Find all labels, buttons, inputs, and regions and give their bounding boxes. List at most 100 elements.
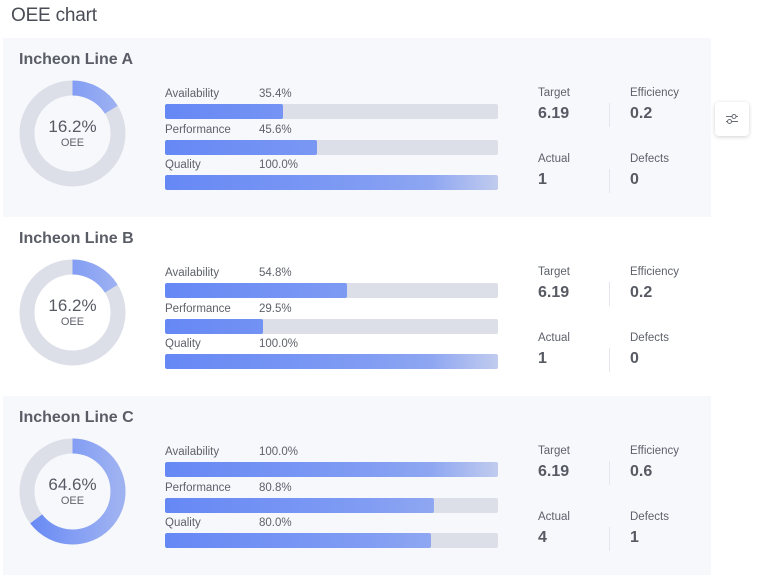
stat-label: Target bbox=[538, 445, 570, 457]
metric-performance: Performance 29.5% bbox=[165, 303, 498, 339]
metric-bars: Availability 54.8% Performance 29.5% Qua… bbox=[165, 267, 498, 374]
stat-actual: Actual 4 bbox=[538, 510, 618, 548]
oee-donut: 16.2% OEE bbox=[19, 80, 126, 187]
progress-fill bbox=[165, 318, 264, 334]
oee-donut-chart bbox=[19, 259, 126, 366]
stat-label: Actual bbox=[538, 153, 570, 165]
stat-efficiency: Efficiency 0.2 bbox=[630, 265, 710, 303]
progress-bar bbox=[165, 497, 498, 513]
metric-label: Availability bbox=[165, 267, 220, 279]
oee-value: 64.6% bbox=[48, 475, 97, 494]
metric-label: Quality bbox=[165, 517, 201, 529]
stat-value: 0 bbox=[630, 171, 639, 188]
oee-label: OEE bbox=[60, 495, 85, 507]
metric-performance: Performance 45.6% bbox=[165, 124, 498, 160]
metric-availability: Availability 35.4% bbox=[165, 88, 498, 124]
stat-label: Actual bbox=[538, 511, 570, 523]
stat-actual: Actual 1 bbox=[538, 331, 618, 369]
line-card: Incheon Line A 16.2% OEE Availability bbox=[3, 38, 711, 217]
progress-fill bbox=[165, 354, 498, 369]
line-title: Incheon Line B bbox=[19, 230, 134, 247]
line-stats: Target 6.19 Efficiency 0.2 Actual 1 Defe… bbox=[538, 265, 708, 375]
stat-target: Target 6.19 bbox=[538, 265, 618, 303]
metric-label: Quality bbox=[165, 338, 201, 350]
divider bbox=[609, 461, 610, 485]
oee-card-list: Incheon Line A 16.2% OEE Availability bbox=[3, 38, 711, 575]
stat-defects: Defects 0 bbox=[630, 152, 710, 190]
divider bbox=[609, 348, 610, 372]
progress-fill bbox=[165, 497, 435, 513]
line-title: Incheon Line A bbox=[19, 51, 134, 68]
stat-value: 4 bbox=[538, 529, 547, 546]
stat-label: Actual bbox=[538, 332, 570, 344]
progress-bar bbox=[165, 318, 498, 334]
metric-value: 35.4% bbox=[259, 88, 292, 100]
metric-value: 80.0% bbox=[259, 517, 292, 529]
metric-label: Availability bbox=[165, 88, 220, 100]
line-stats: Target 6.19 Efficiency 0.6 Actual 4 Defe… bbox=[538, 444, 708, 554]
stat-label: Efficiency bbox=[630, 445, 680, 457]
metric-performance: Performance 80.8% bbox=[165, 482, 498, 518]
chart-settings-button[interactable] bbox=[715, 102, 749, 136]
donut-arc bbox=[19, 438, 126, 545]
stat-value: 0.2 bbox=[630, 105, 653, 122]
oee-donut-chart bbox=[19, 80, 126, 187]
stat-actual: Actual 1 bbox=[538, 152, 618, 190]
stat-label: Defects bbox=[630, 511, 669, 523]
metric-bars: Availability 100.0% Performance 80.8% Qu… bbox=[165, 446, 498, 553]
oee-donut: 16.2% OEE bbox=[19, 259, 126, 366]
stat-label: Target bbox=[538, 87, 570, 99]
progress-bar bbox=[165, 104, 498, 119]
stat-efficiency: Efficiency 0.6 bbox=[630, 444, 710, 482]
metric-label: Availability bbox=[165, 446, 220, 458]
stat-label: Efficiency bbox=[630, 266, 680, 278]
metric-bars: Availability 35.4% Performance 45.6% Qua… bbox=[165, 88, 498, 195]
metric-label: Quality bbox=[165, 159, 201, 171]
stat-label: Target bbox=[538, 266, 570, 278]
stat-label: Defects bbox=[630, 153, 669, 165]
progress-fill bbox=[165, 283, 348, 298]
progress-fill bbox=[165, 139, 317, 155]
oee-value: 16.2% bbox=[48, 117, 97, 136]
stat-value: 6.19 bbox=[538, 284, 570, 301]
metric-value: 100.0% bbox=[259, 159, 299, 171]
metric-label: Performance bbox=[165, 481, 231, 494]
metric-value: 45.6% bbox=[259, 123, 292, 136]
line-card: Incheon Line B 16.2% OEE Availability bbox=[3, 217, 711, 396]
progress-fill bbox=[165, 175, 498, 190]
progress-fill bbox=[165, 533, 432, 548]
stat-value: 1 bbox=[630, 529, 639, 546]
stat-value: 0.2 bbox=[630, 284, 653, 301]
donut-arc bbox=[19, 259, 126, 366]
metric-value: 80.8% bbox=[259, 481, 292, 494]
metric-label: Performance bbox=[165, 302, 231, 315]
progress-bar bbox=[165, 533, 498, 548]
page-title: OEE chart bbox=[11, 5, 97, 26]
metric-availability: Availability 54.8% bbox=[165, 267, 498, 303]
stat-value: 1 bbox=[538, 171, 547, 188]
stat-value: 1 bbox=[538, 350, 547, 367]
stat-value: 0.6 bbox=[630, 463, 653, 480]
progress-bar bbox=[165, 283, 498, 298]
stat-defects: Defects 0 bbox=[630, 331, 710, 369]
divider bbox=[609, 103, 610, 127]
oee-label: OEE bbox=[60, 316, 85, 328]
progress-bar bbox=[165, 354, 498, 369]
stat-defects: Defects 1 bbox=[630, 510, 710, 548]
sliders-icon bbox=[726, 114, 738, 124]
stat-label: Defects bbox=[630, 332, 669, 344]
metric-quality: Quality 100.0% bbox=[165, 338, 498, 374]
metric-label: Performance bbox=[165, 123, 231, 136]
donut-arc bbox=[19, 80, 126, 187]
line-stats: Target 6.19 Efficiency 0.2 Actual 1 Defe… bbox=[538, 86, 708, 196]
metric-value: 54.8% bbox=[259, 267, 292, 279]
progress-bar bbox=[165, 175, 498, 190]
metric-value: 100.0% bbox=[259, 338, 299, 350]
metric-value: 100.0% bbox=[259, 446, 299, 458]
stat-target: Target 6.19 bbox=[538, 86, 618, 124]
progress-fill bbox=[165, 462, 498, 477]
progress-fill bbox=[165, 104, 283, 119]
oee-donut: 64.6% OEE bbox=[19, 438, 126, 545]
divider bbox=[609, 282, 610, 306]
stat-value: 6.19 bbox=[538, 105, 570, 122]
